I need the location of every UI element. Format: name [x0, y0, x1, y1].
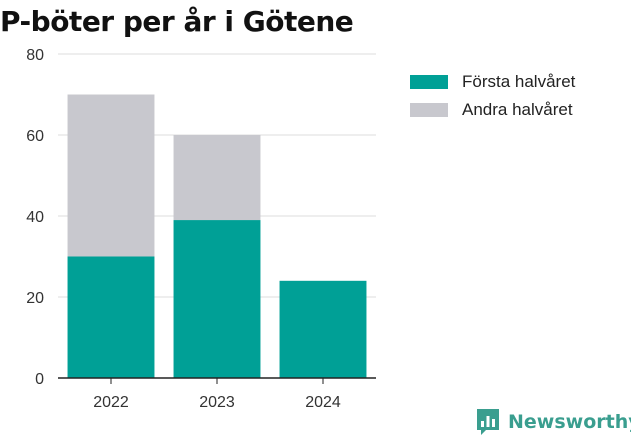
- chart-title: P-böter per år i Götene: [0, 5, 354, 38]
- x-tick-label-2022: 2022: [93, 394, 129, 411]
- y-axis-tick-labels: 0 20 40 60 80: [26, 47, 44, 388]
- y-tick-label-20: 20: [26, 290, 44, 307]
- x-tick-label-2023: 2023: [199, 394, 235, 411]
- brand-name: Newsworthy: [508, 411, 631, 433]
- bars: [67, 94, 367, 378]
- legend-swatch-forsta-halvaret: [410, 75, 448, 89]
- x-axis-tick-labels: 2022 2023 2024: [93, 378, 341, 411]
- bar-2022-series-2: [67, 94, 155, 257]
- y-tick-label-80: 80: [26, 47, 44, 64]
- x-tick-label-2024: 2024: [305, 394, 341, 411]
- legend-label-andra-halvaret: Andra halvåret: [462, 100, 573, 119]
- legend: Första halvåret Andra halvåret: [410, 68, 575, 124]
- legend-item-andra-halvaret: Andra halvåret: [410, 96, 575, 124]
- bar-2024-series-1: [279, 280, 367, 378]
- newsworthy-brand: Newsworthy: [476, 408, 631, 436]
- bar-2023-series-2: [173, 135, 261, 221]
- y-tick-label-40: 40: [26, 209, 44, 226]
- newsworthy-logo-icon: [477, 409, 499, 435]
- legend-label-forsta-halvaret: Första halvåret: [462, 72, 576, 91]
- bar-2022-series-1: [67, 256, 155, 378]
- bar-2023-series-1: [173, 220, 261, 378]
- y-tick-label-60: 60: [26, 128, 44, 145]
- y-tick-label-0: 0: [35, 371, 44, 388]
- legend-item-forsta-halvaret: Första halvåret: [410, 68, 575, 96]
- legend-swatch-andra-halvaret: [410, 103, 448, 117]
